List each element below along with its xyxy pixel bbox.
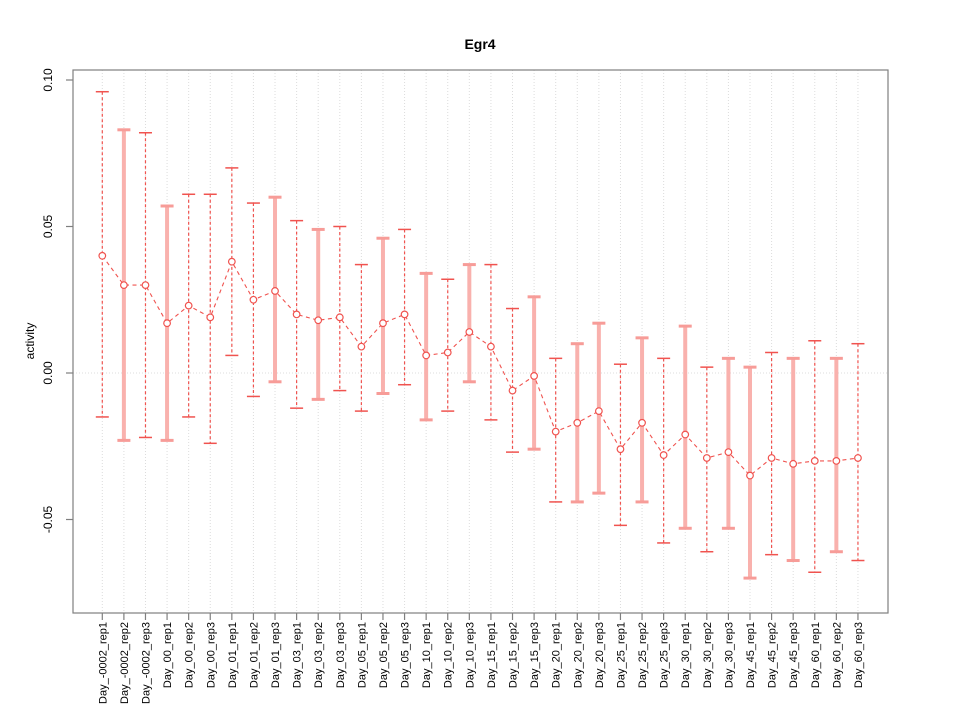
data-point <box>594 407 603 415</box>
data-point <box>767 454 776 462</box>
x-tick-label: Day_20_rep2 <box>572 622 584 688</box>
plot-border <box>72 69 889 614</box>
x-tick-label: Day_60_rep2 <box>831 622 843 688</box>
data-point <box>681 430 690 439</box>
x-tick-label: Day_00_rep1 <box>162 622 174 688</box>
x-tick-label: Day_10_rep3 <box>464 622 476 688</box>
x-tick-label: Day_03_rep2 <box>313 622 325 688</box>
y-tick-label: 0.10 <box>41 68 55 92</box>
data-point <box>184 301 193 310</box>
data-point <box>314 316 323 325</box>
data-point <box>487 342 495 351</box>
data-point <box>292 310 301 319</box>
data-point <box>530 372 538 380</box>
data-point <box>573 418 582 427</box>
data-point <box>422 351 431 360</box>
data-point <box>659 451 668 459</box>
x-tick-label: Day_30_rep1 <box>680 622 692 688</box>
x-tick-label: Day_05_rep1 <box>356 622 368 688</box>
data-point <box>508 386 517 395</box>
x-tick-label: Day_01_rep3 <box>270 622 282 688</box>
x-tick-label: Day_10_rep2 <box>443 622 455 688</box>
y-tick-label: 0.05 <box>41 214 55 238</box>
series-line <box>101 255 859 477</box>
x-tick-label: Day_01_rep1 <box>227 622 239 688</box>
y-tick-label: -0.05 <box>41 506 55 534</box>
data-point <box>400 310 409 319</box>
x-tick-label: Day_-0002_rep2 <box>119 622 131 704</box>
x-tick-label: Day_45_rep1 <box>745 622 757 688</box>
data-point <box>335 313 344 322</box>
x-tick-label: Day_60_rep1 <box>810 622 822 688</box>
data-point <box>789 459 798 468</box>
x-tick-label: Day_00_rep3 <box>205 622 217 688</box>
data-point <box>141 281 150 290</box>
data-point <box>638 418 646 427</box>
data-point <box>465 328 474 336</box>
x-tick-label: Day_20_rep1 <box>551 622 563 688</box>
chart-title: Egr4 <box>464 36 496 52</box>
data-point <box>854 454 862 462</box>
x-tick-label: Day_45_rep3 <box>788 622 800 688</box>
data-point <box>119 281 128 290</box>
data-point <box>227 257 236 266</box>
x-tick-label: Day_60_rep3 <box>853 622 865 688</box>
x-tick-label: Day_10_rep1 <box>421 622 433 688</box>
y-tick-label: 0.00 <box>41 361 55 385</box>
data-point <box>551 427 560 436</box>
x-tick-label: Day_45_rep2 <box>767 622 779 688</box>
x-tick-label: Day_30_rep3 <box>723 622 735 688</box>
data-point <box>616 445 625 454</box>
x-tick-label: Day_25_rep2 <box>637 622 649 688</box>
x-tick-label: Day_05_rep2 <box>378 622 390 688</box>
data-point <box>832 457 841 465</box>
x-tick-label: Day_-0002_rep3 <box>140 622 152 704</box>
x-tick-label: Day_03_rep3 <box>335 622 347 688</box>
data-point <box>98 251 107 260</box>
data-point <box>702 454 711 462</box>
x-tick-label: Day_15_rep2 <box>508 622 520 688</box>
data-point <box>810 457 819 465</box>
data-point <box>271 287 279 295</box>
x-tick-label: Day_15_rep3 <box>529 622 541 688</box>
x-tick-label: Day_30_rep2 <box>702 622 714 688</box>
x-tick-label: Day_05_rep3 <box>400 622 412 688</box>
x-tick-label: Day_03_rep1 <box>292 622 304 688</box>
data-point <box>443 348 452 357</box>
x-tick-label: Day_25_rep3 <box>659 622 671 688</box>
data-point <box>163 319 171 328</box>
x-tick-label: Day_-0002_rep1 <box>97 622 109 704</box>
data-point <box>724 448 733 457</box>
data-point <box>206 313 215 322</box>
data-point <box>357 342 366 351</box>
x-tick-label: Day_01_rep2 <box>248 622 260 688</box>
data-point <box>746 471 754 480</box>
x-tick-label: Day_25_rep1 <box>615 622 627 688</box>
x-tick-label: Day_00_rep2 <box>184 622 196 688</box>
data-point <box>249 295 258 304</box>
data-point <box>379 319 387 328</box>
x-tick-label: Day_20_rep3 <box>594 622 606 688</box>
x-tick-label: Day_15_rep1 <box>486 622 498 688</box>
